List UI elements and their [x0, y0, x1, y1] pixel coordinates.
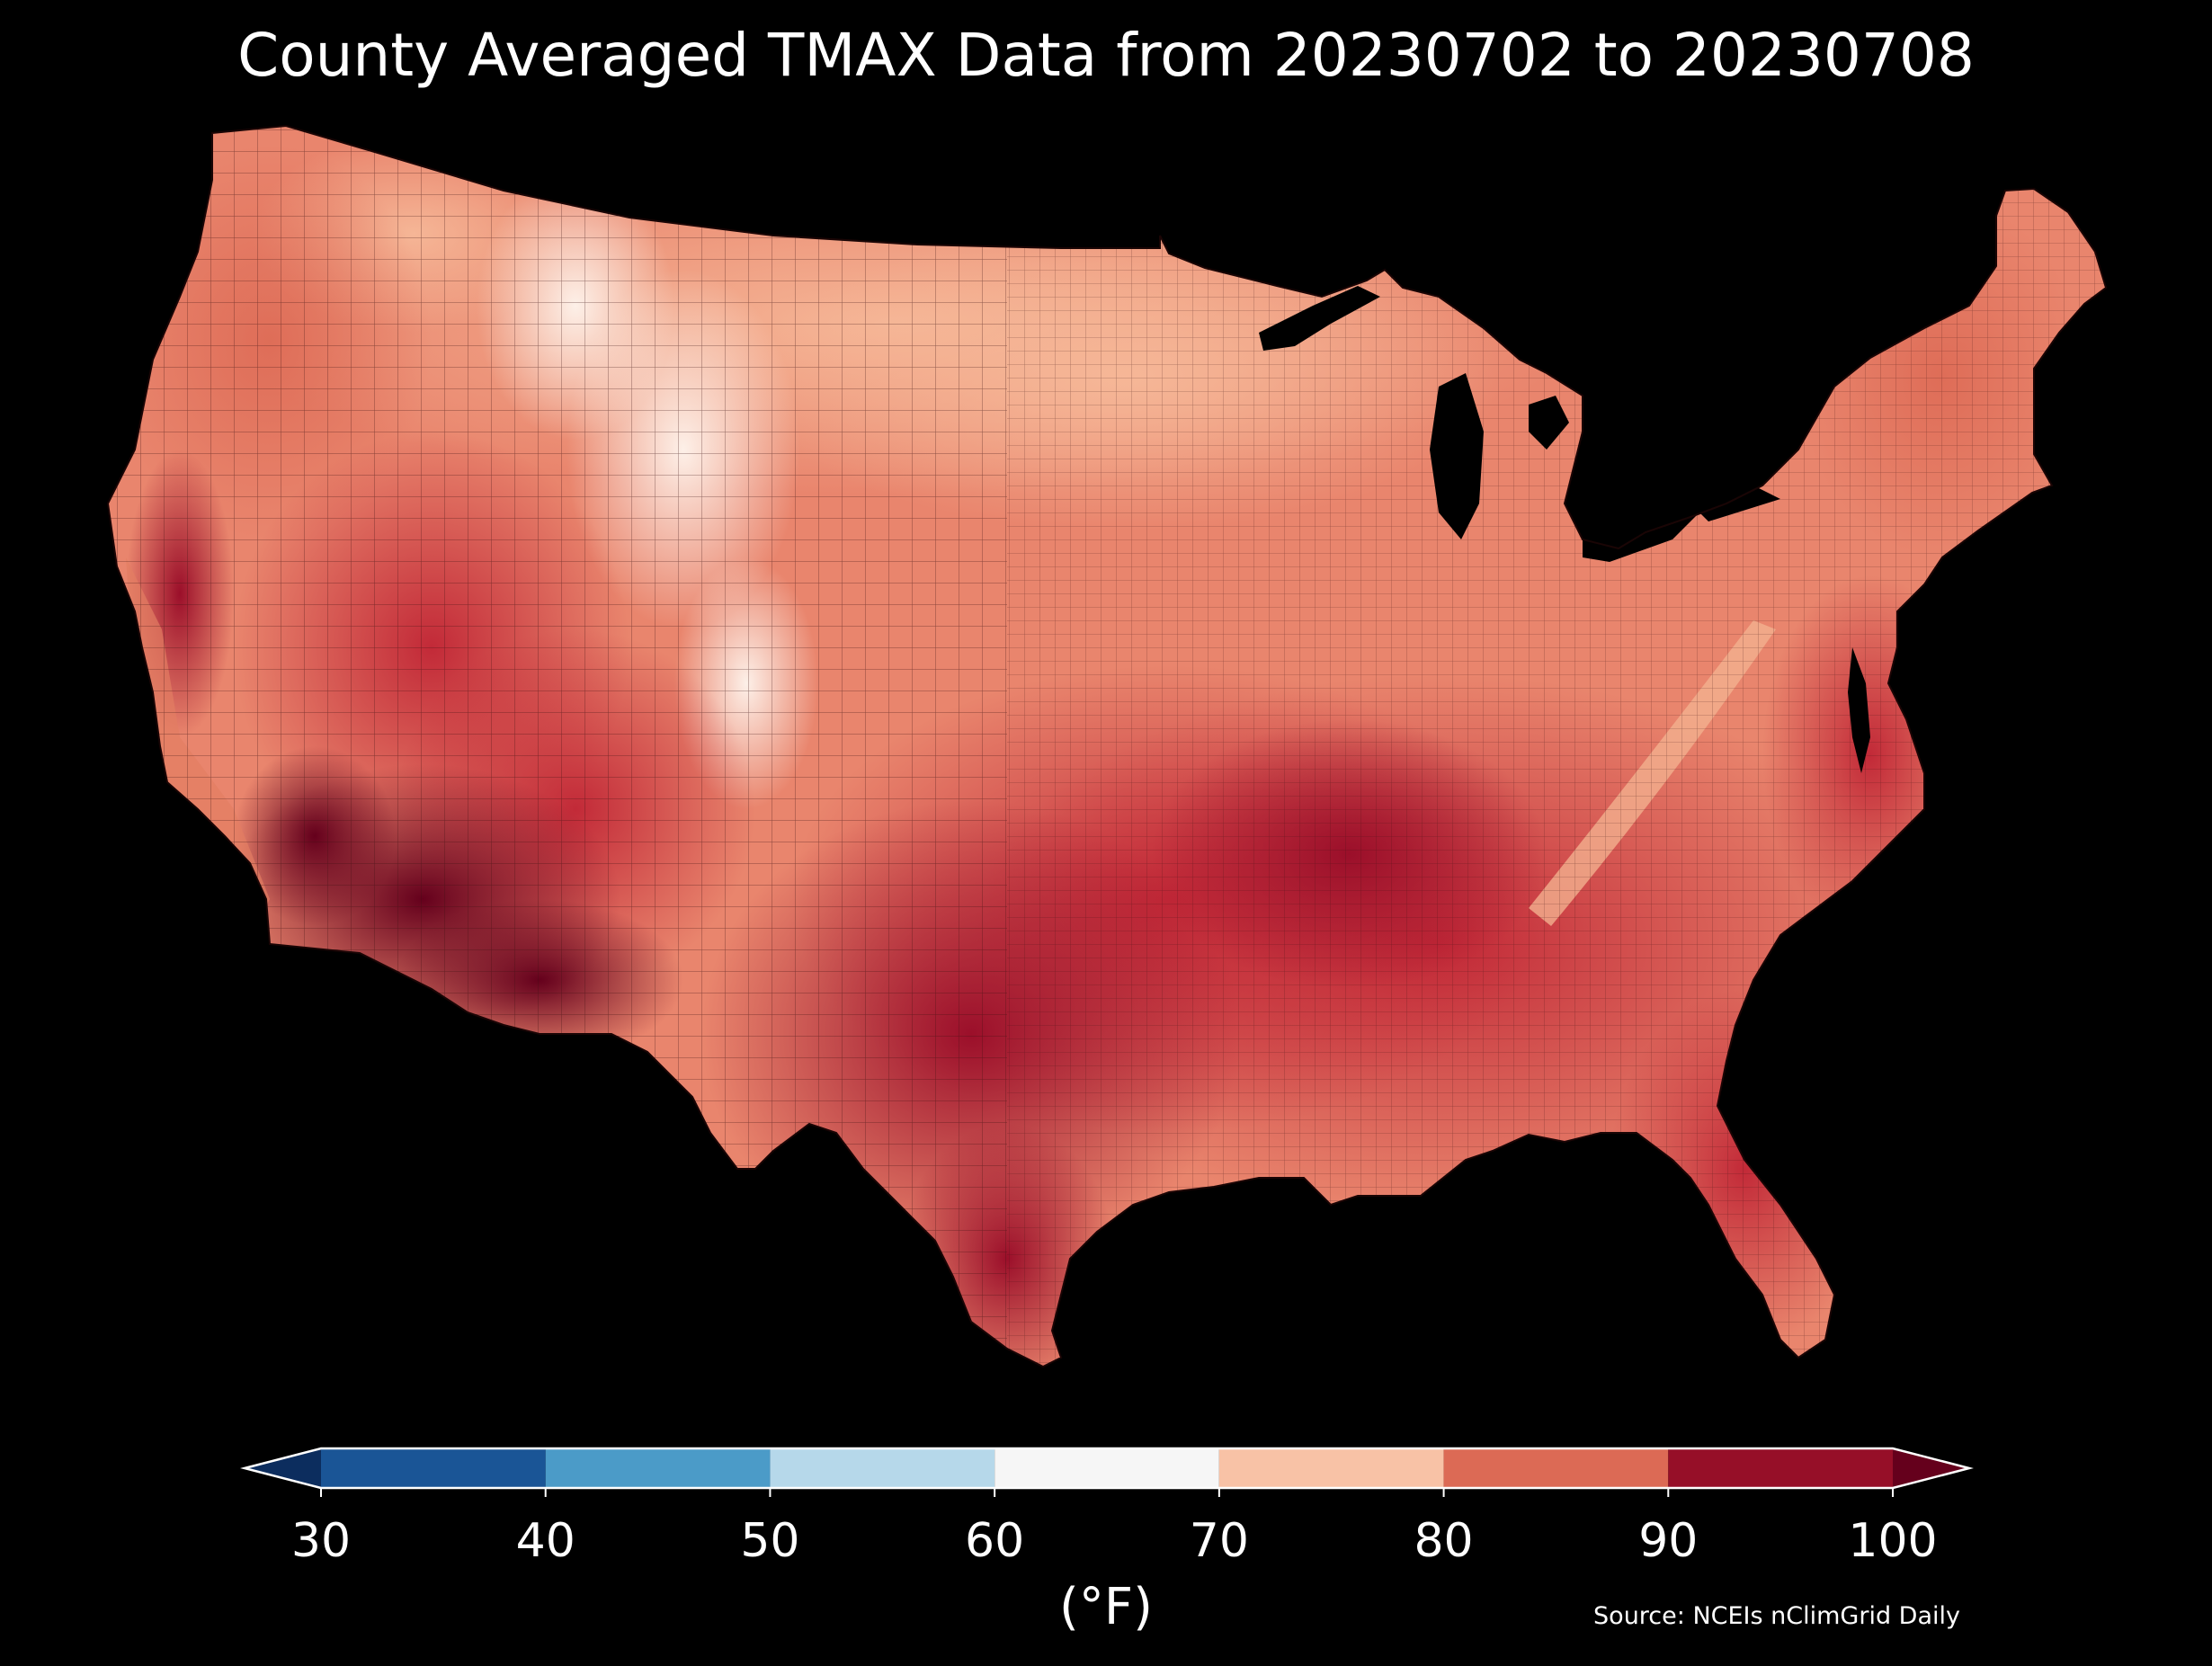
colorbar-extend-low	[245, 1448, 321, 1488]
colorbar-bin-0	[321, 1448, 546, 1488]
colorbar-tick-label: 60	[965, 1514, 1025, 1568]
colorbar-tick-label: 80	[1414, 1514, 1474, 1568]
source-credit: Source: NCEIs nClimGrid Daily	[1593, 1602, 1960, 1630]
colorbar-unit-label: (°F)	[1059, 1578, 1153, 1636]
colorbar-tick-label: 100	[1848, 1514, 1938, 1568]
colorbar-bin-3	[995, 1448, 1219, 1488]
colorbar-tick-label: 70	[1189, 1514, 1249, 1568]
colorbar-tick-label: 30	[290, 1514, 352, 1568]
colorbar-tick-label: 40	[515, 1514, 575, 1568]
great-lakes	[1259, 286, 1780, 562]
map-title: County Averaged TMAX Data from 20230702 …	[237, 21, 1975, 90]
colorbar-bin-2	[770, 1448, 995, 1488]
colorbar-tick-label: 50	[740, 1514, 800, 1568]
colorbar-bin-4	[1218, 1448, 1444, 1488]
colorbar-bin-5	[1443, 1448, 1669, 1488]
colorbar-bin-1	[545, 1448, 771, 1488]
colorbar-tick-label: 90	[1638, 1514, 1699, 1568]
chesapeake-bay	[1848, 647, 1870, 773]
colorbar-extend-high	[1893, 1448, 1969, 1488]
colorbar-bin-6	[1668, 1448, 1893, 1488]
